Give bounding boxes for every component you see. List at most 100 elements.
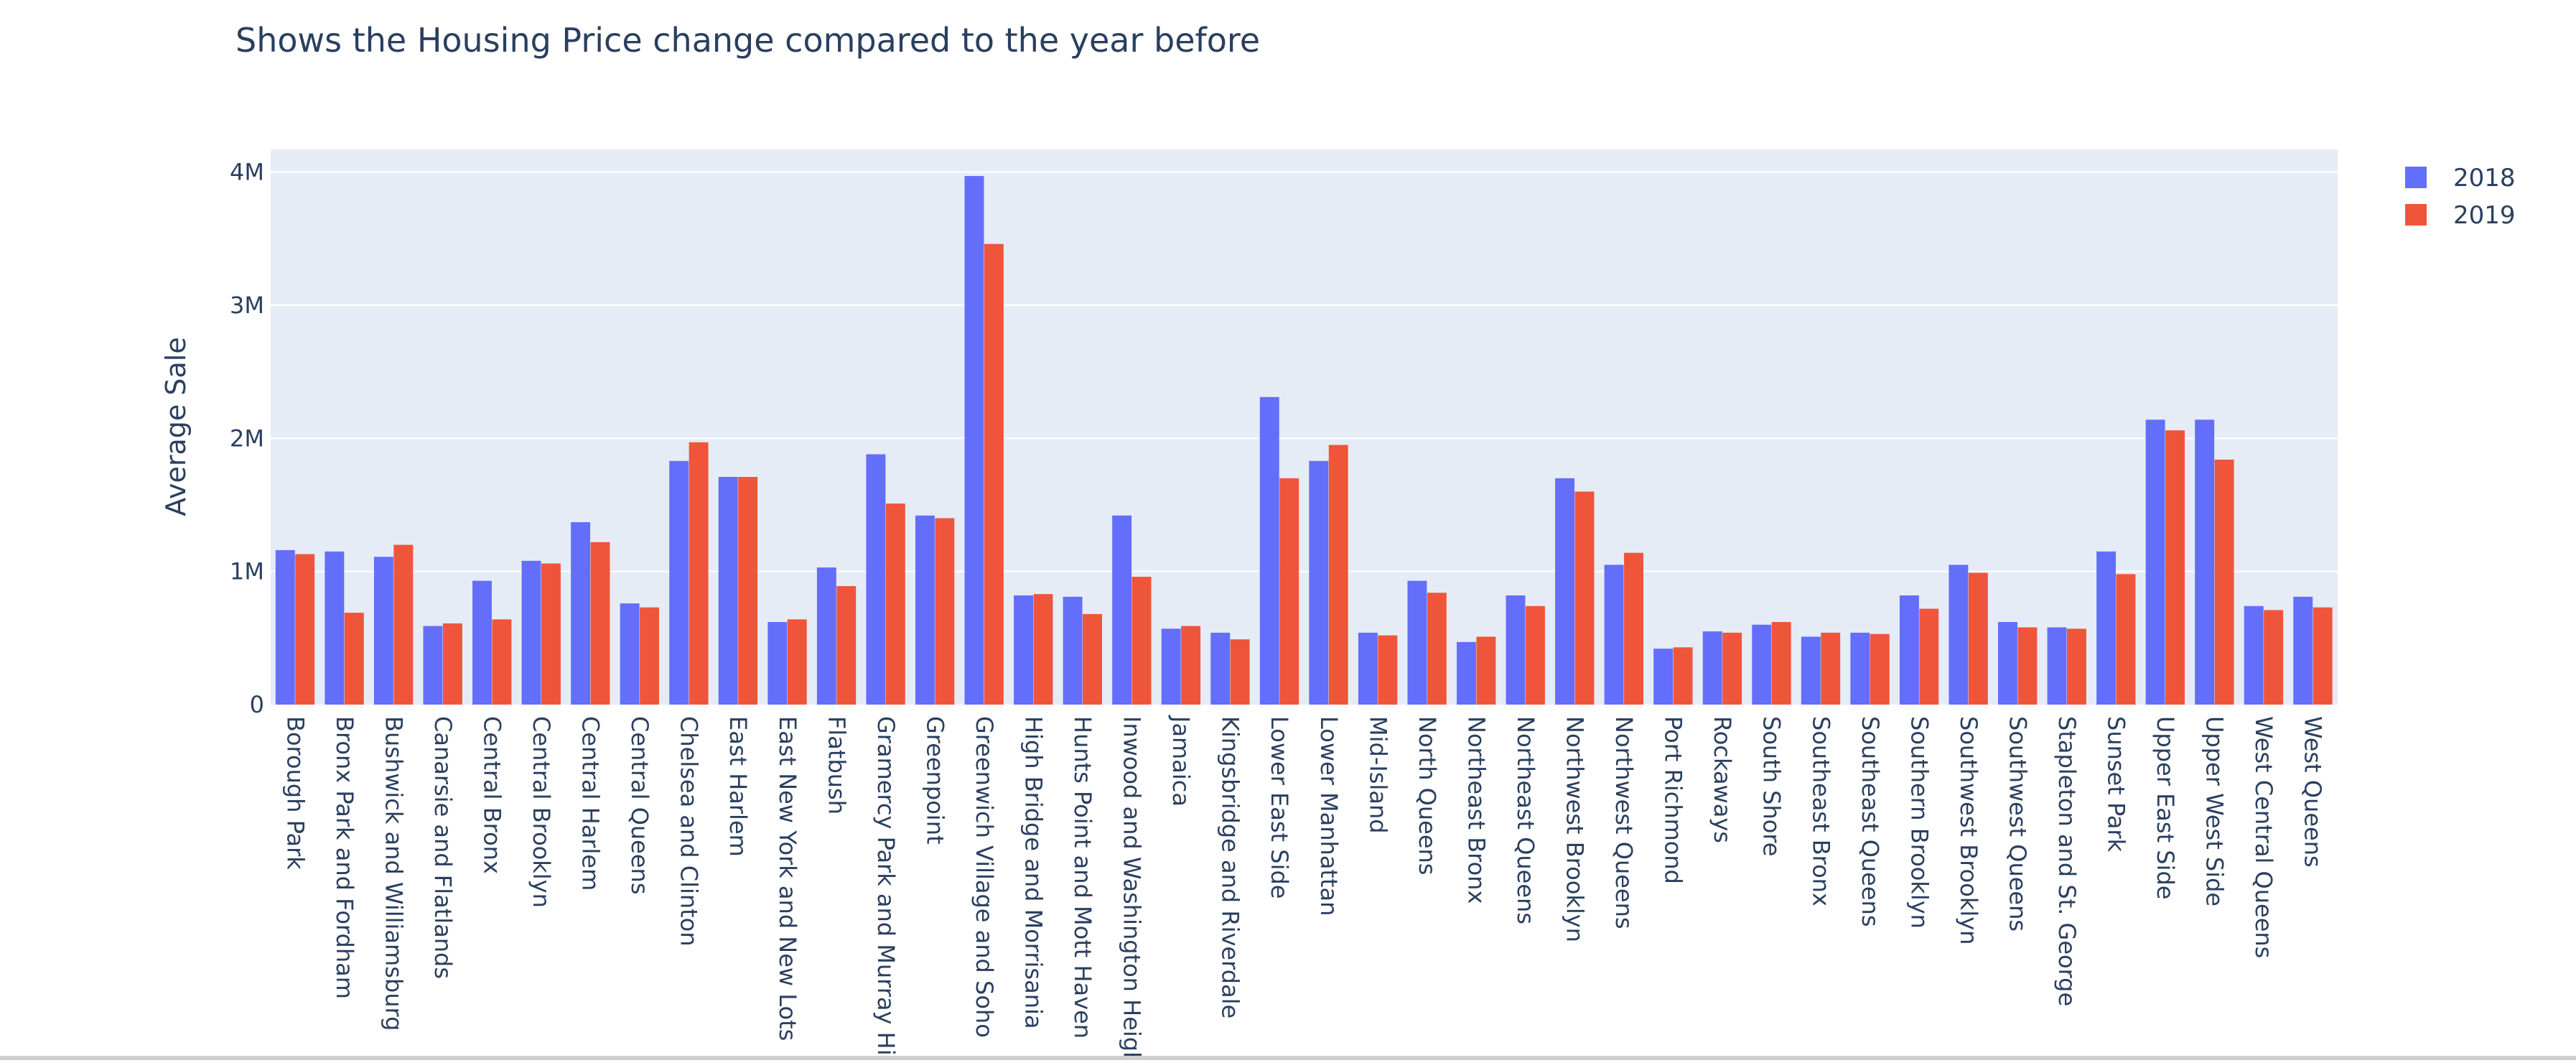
bar-2019-9[interactable] xyxy=(738,477,758,705)
bar-2019-8[interactable] xyxy=(689,442,709,705)
x-tick-label: Northwest Queens xyxy=(1610,716,1638,929)
bar-2018-28[interactable] xyxy=(1653,649,1674,705)
bar-2018-7[interactable] xyxy=(620,603,640,705)
bar-2018-3[interactable] xyxy=(423,626,443,705)
bar-layer[interactable] xyxy=(275,176,2333,705)
bar-2018-30[interactable] xyxy=(1752,624,1772,705)
bar-2019-41[interactable] xyxy=(2313,607,2333,705)
bar-2019-4[interactable] xyxy=(492,619,512,705)
bar-2018-21[interactable] xyxy=(1309,460,1329,705)
bar-2019-36[interactable] xyxy=(2066,628,2086,705)
bar-2018-6[interactable] xyxy=(571,522,591,705)
bar-2018-23[interactable] xyxy=(1407,580,1427,705)
bar-2018-19[interactable] xyxy=(1210,632,1231,705)
bar-2018-33[interactable] xyxy=(1899,595,1919,705)
legend-label-2019[interactable]: 2019 xyxy=(2453,201,2516,230)
bar-2019-23[interactable] xyxy=(1427,593,1447,705)
bar-2019-5[interactable] xyxy=(541,563,561,705)
bar-2019-18[interactable] xyxy=(1181,626,1201,705)
bar-2019-20[interactable] xyxy=(1279,478,1299,705)
bar-2018-18[interactable] xyxy=(1161,628,1181,705)
bar-2018-32[interactable] xyxy=(1850,632,1870,705)
bar-2018-29[interactable] xyxy=(1702,631,1722,705)
bar-2018-38[interactable] xyxy=(2145,419,2165,705)
x-tick-labels: Borough Park Bronx Park and Fordham Bushwi… xyxy=(281,715,2327,1063)
bar-2018-27[interactable] xyxy=(1604,565,1624,705)
bar-2018-2[interactable] xyxy=(373,557,393,705)
bar-2019-3[interactable] xyxy=(442,623,462,705)
bar-2019-17[interactable] xyxy=(1131,577,1152,705)
bar-2019-40[interactable] xyxy=(2264,610,2284,705)
legend[interactable]: 2018 2019 xyxy=(2405,164,2516,230)
bottom-divider xyxy=(0,1056,2576,1060)
x-tick-label: Northeast Queens xyxy=(1512,716,1539,924)
bar-2018-34[interactable] xyxy=(1949,565,1969,705)
bar-2018-9[interactable] xyxy=(718,477,738,705)
bar-2019-28[interactable] xyxy=(1673,647,1693,705)
x-tick-label: Lower East Side xyxy=(1266,716,1293,899)
bar-2019-2[interactable] xyxy=(393,544,414,705)
x-tick-label: West Queens xyxy=(2300,716,2327,868)
bar-2019-34[interactable] xyxy=(1968,572,1988,705)
x-tick-label: Gramercy Park and Murray Hill xyxy=(872,716,900,1060)
bar-2018-39[interactable] xyxy=(2195,419,2215,705)
bar-2019-1[interactable] xyxy=(344,613,364,705)
bar-2019-27[interactable] xyxy=(1624,552,1643,705)
bar-2018-0[interactable] xyxy=(275,549,295,705)
bar-2019-22[interactable] xyxy=(1378,635,1398,705)
bar-2019-39[interactable] xyxy=(2214,459,2234,705)
bar-2018-36[interactable] xyxy=(2047,627,2067,705)
bar-2019-14[interactable] xyxy=(984,243,1004,705)
bar-2018-13[interactable] xyxy=(915,515,935,705)
bar-2018-11[interactable] xyxy=(816,567,836,705)
bar-2018-41[interactable] xyxy=(2293,596,2313,705)
bar-2018-5[interactable] xyxy=(521,560,541,705)
bar-2019-37[interactable] xyxy=(2116,574,2136,705)
bar-2018-8[interactable] xyxy=(669,460,689,705)
legend-swatch-2018[interactable] xyxy=(2405,167,2427,188)
bar-2018-17[interactable] xyxy=(1112,515,1132,705)
bar-2019-25[interactable] xyxy=(1525,605,1545,705)
bar-2018-10[interactable] xyxy=(767,622,788,705)
bar-2019-0[interactable] xyxy=(295,554,315,705)
bar-2018-4[interactable] xyxy=(472,580,492,705)
bar-2018-35[interactable] xyxy=(1998,622,2017,705)
bar-2019-30[interactable] xyxy=(1771,622,1791,705)
bar-2019-10[interactable] xyxy=(787,619,807,705)
bar-2018-12[interactable] xyxy=(866,454,886,705)
bar-2018-14[interactable] xyxy=(964,176,984,705)
bar-2019-31[interactable] xyxy=(1821,632,1841,705)
bar-2018-24[interactable] xyxy=(1456,641,1476,705)
y-tick-label: 0 xyxy=(250,691,264,718)
bar-2019-21[interactable] xyxy=(1328,445,1348,705)
bar-2019-24[interactable] xyxy=(1476,636,1496,705)
bar-2018-1[interactable] xyxy=(325,551,345,705)
bar-2018-37[interactable] xyxy=(2096,551,2117,705)
chart-title: Shows the Housing Price change compared … xyxy=(235,21,1260,60)
bar-2018-25[interactable] xyxy=(1506,595,1526,705)
bar-2019-6[interactable] xyxy=(590,542,610,705)
bar-2018-40[interactable] xyxy=(2244,605,2264,705)
bar-2018-15[interactable] xyxy=(1014,595,1033,705)
bar-2018-31[interactable] xyxy=(1801,636,1821,705)
bar-2019-15[interactable] xyxy=(1033,594,1053,705)
bar-2019-11[interactable] xyxy=(836,586,857,705)
bar-2019-33[interactable] xyxy=(1919,608,1939,705)
bar-2018-16[interactable] xyxy=(1063,596,1083,705)
bar-2019-26[interactable] xyxy=(1574,491,1595,705)
bar-2019-38[interactable] xyxy=(2165,430,2185,705)
bar-2019-32[interactable] xyxy=(1870,633,1890,705)
bar-2018-20[interactable] xyxy=(1259,396,1279,705)
bar-2018-26[interactable] xyxy=(1555,478,1575,705)
bar-2019-16[interactable] xyxy=(1083,613,1102,705)
y-tick-labels: 0 1M 2M 3M 4M xyxy=(230,159,264,718)
bar-2019-29[interactable] xyxy=(1722,632,1742,705)
bar-2018-22[interactable] xyxy=(1358,632,1378,705)
legend-label-2018[interactable]: 2018 xyxy=(2453,164,2516,192)
bar-2019-7[interactable] xyxy=(640,607,660,705)
bar-2019-19[interactable] xyxy=(1230,639,1250,705)
bar-2019-13[interactable] xyxy=(935,518,955,705)
legend-swatch-2019[interactable] xyxy=(2405,204,2427,226)
bar-2019-12[interactable] xyxy=(885,503,905,705)
bar-2019-35[interactable] xyxy=(2017,627,2038,705)
